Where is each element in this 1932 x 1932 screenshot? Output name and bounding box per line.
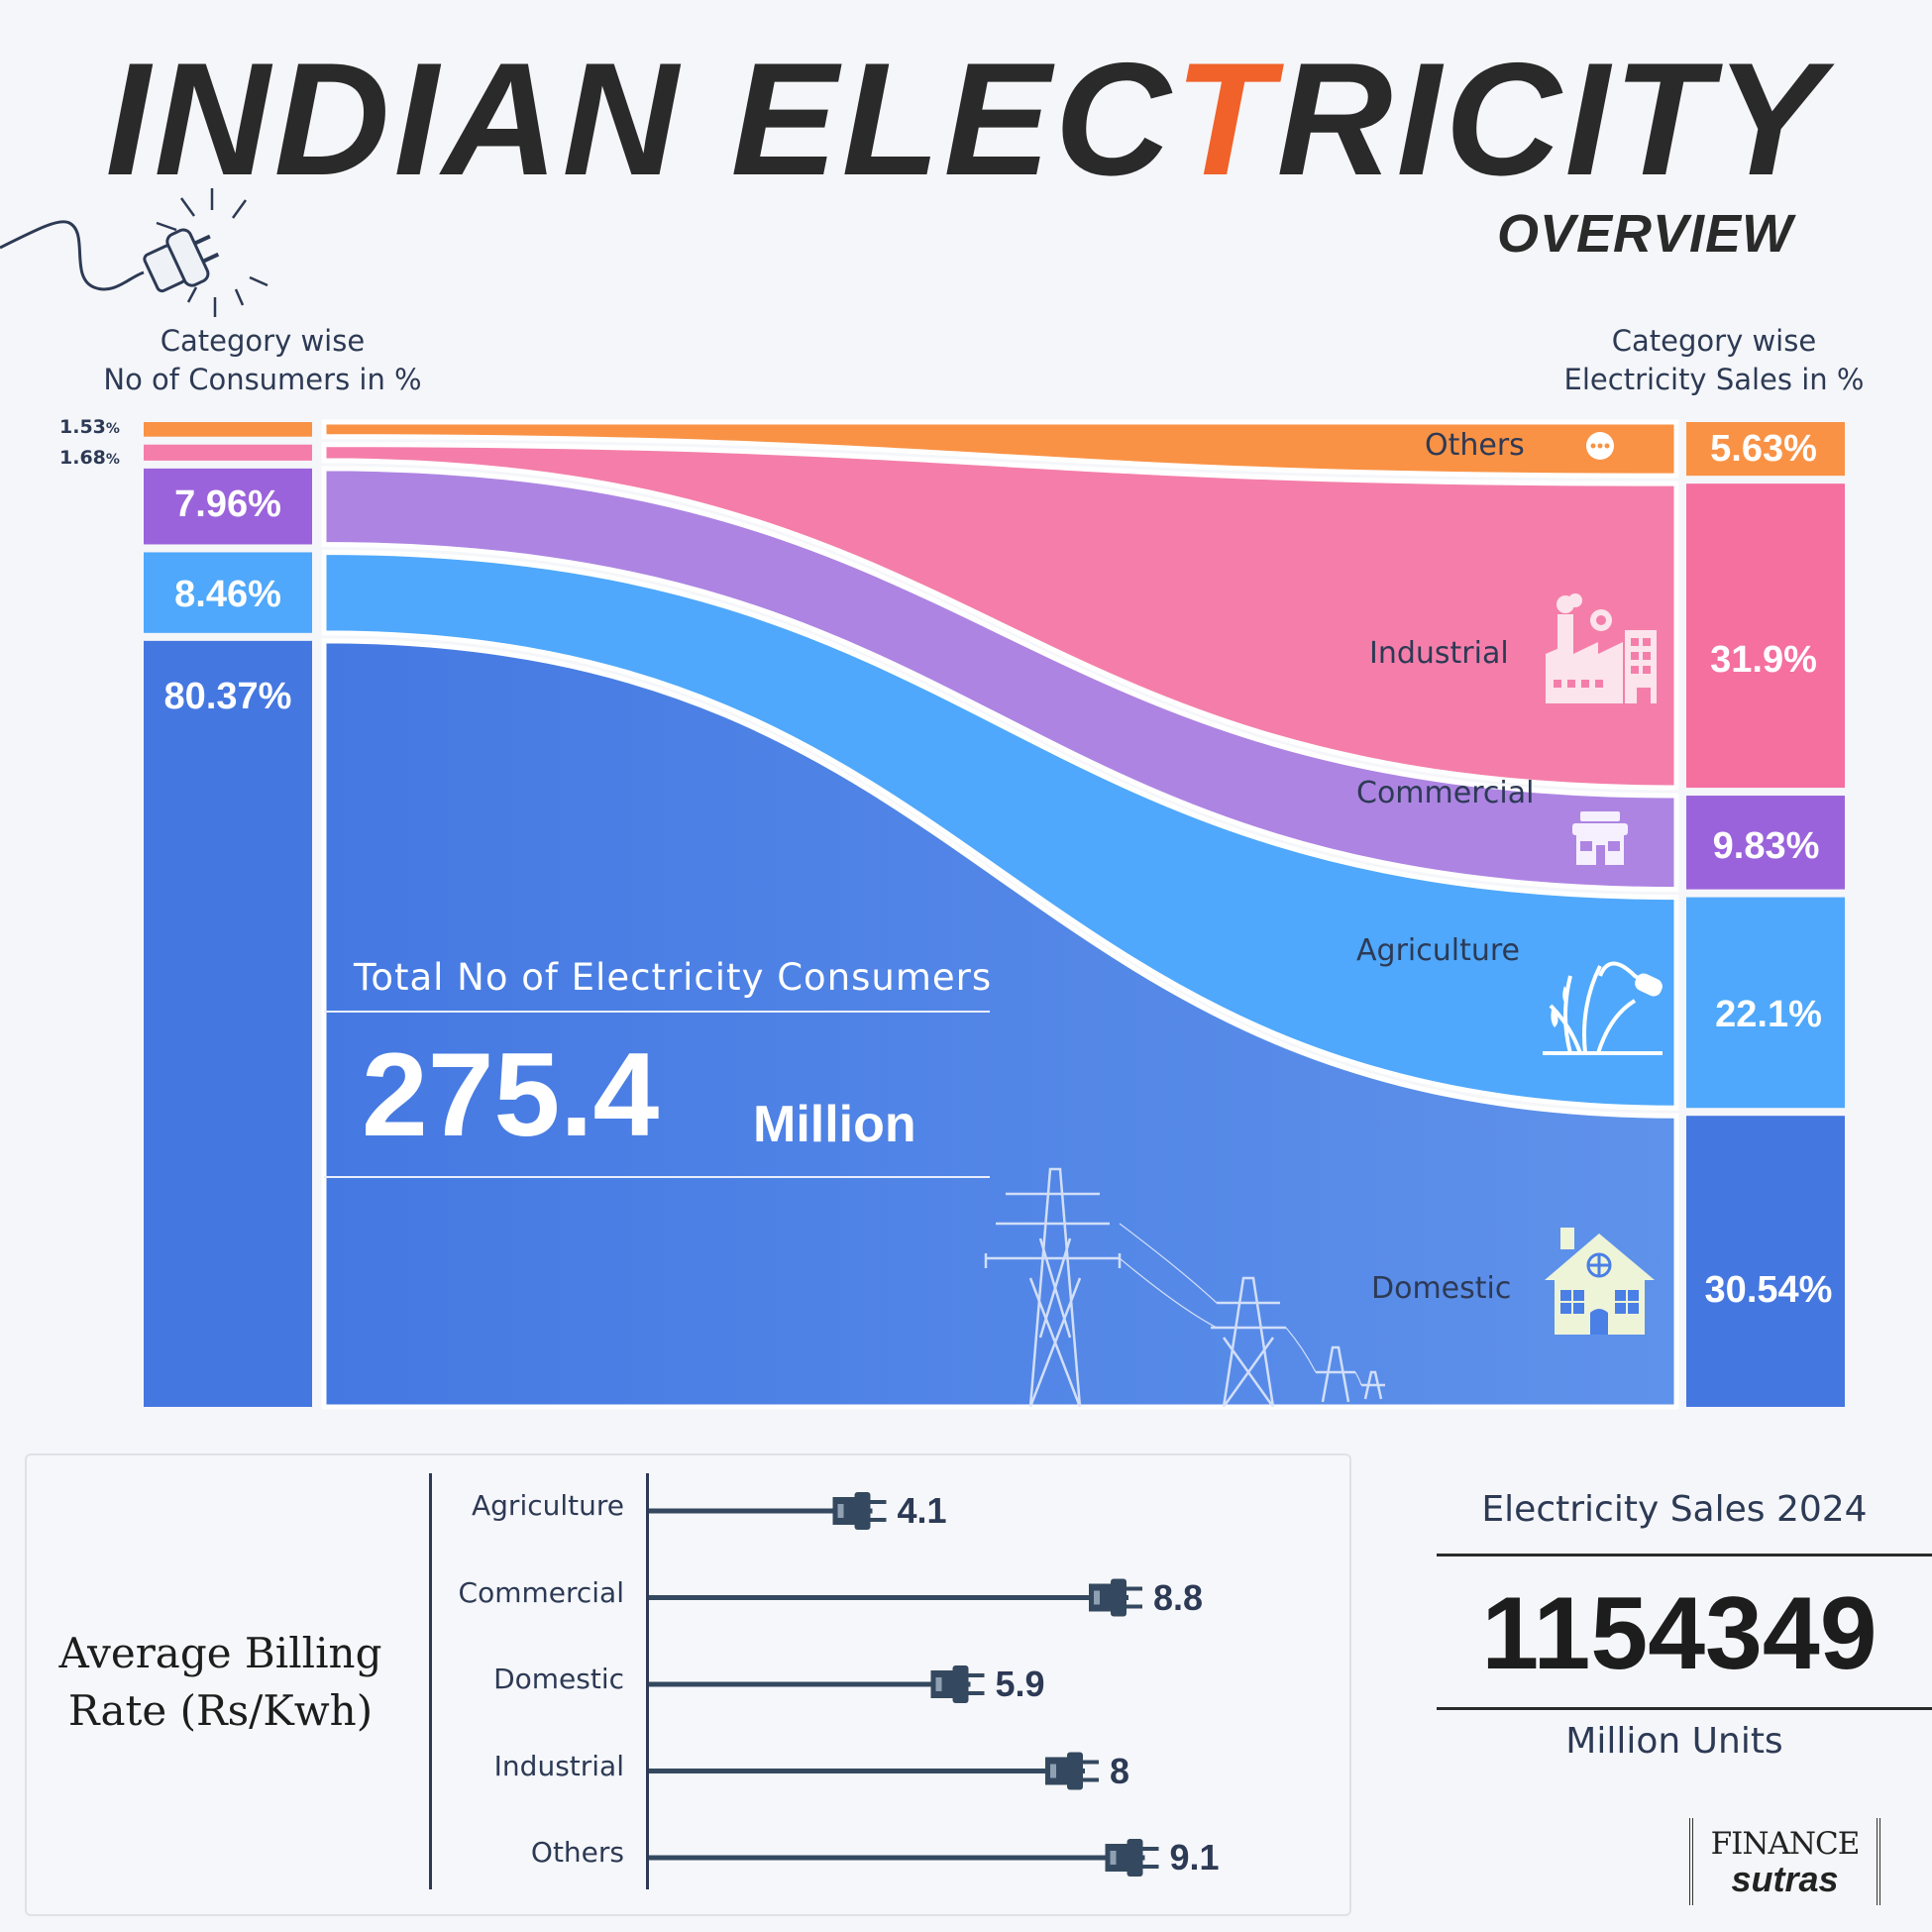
consumers-others-pct-symbol: % [105,421,120,437]
flow-label-commercial: Commercial [1356,776,1535,810]
consumers-heading-line1: Category wise [160,324,366,358]
billing-category-agriculture: Agriculture [472,1489,624,1522]
sales-bar-industrial [1686,483,1845,789]
consumers-industrial-pct-symbol: % [105,452,120,468]
billing-title-line1: Average Billing [58,1629,382,1677]
sales-divider-bottom [1437,1707,1932,1710]
consumers-bar-agriculture [144,552,312,633]
consumers-heading: Category wise No of Consumers in % [79,322,446,399]
total-consumers-value: 275.4 [362,1028,660,1161]
sankey-chart [144,419,1845,1410]
sales-heading: Category wise Electricity Sales in % [1516,322,1912,399]
sales-domestic-pct: 30.54% [1704,1269,1833,1311]
factory-icon [1546,593,1657,703]
sales-heading-line2: Electricity Sales in % [1563,363,1865,396]
billing-axis [646,1473,649,1889]
billing-value-others: 9.1 [1169,1837,1220,1878]
title-bolt-letter: T [1174,30,1277,209]
plug-marker-icon [1105,1839,1159,1877]
billing-value-industrial: 8 [1110,1750,1130,1791]
billing-title: Average Billing Rate (Rs/Kwh) [45,1625,396,1740]
brand-line2: sutras [1731,1859,1839,1899]
billing-value-domestic: 5.9 [995,1664,1045,1704]
consumers-industrial-pct: 1.68% [59,447,120,469]
consumers-others-pct: 1.53% [59,416,120,438]
consumers-bar-domestic [144,640,312,1407]
plug-marker-icon [832,1492,887,1530]
sales-bar-agriculture [1686,897,1845,1109]
house-icon [1545,1228,1655,1335]
flow-agriculture [321,549,1679,1111]
ellipsis-icon [1586,432,1614,460]
total-divider-top [324,1011,990,1013]
sales-commercial-pct: 9.83% [1712,825,1820,867]
title-part-1: INDIAN ELEC [105,30,1175,209]
billing-category-industrial: Industrial [493,1749,624,1782]
total-consumers-label: Total No of Electricity Consumers [354,956,993,999]
sales-2024-value: 1154349 [1481,1576,1878,1691]
consumers-domestic-pct: 80.37% [163,676,292,717]
plug-marker-icon [930,1665,985,1703]
page-subtitle: OVERVIEW [1496,204,1793,264]
sales-others-pct: 5.63% [1710,428,1817,470]
sales-2024-title: Electricity Sales 2024 [1481,1489,1868,1530]
consumers-industrial-pct-value: 1.68 [59,447,106,469]
billing-value-agriculture: 4.1 [897,1490,947,1531]
total-consumers-unit: Million [753,1096,916,1153]
flow-label-industrial: Industrial [1369,636,1509,671]
brand-line1: FINANCE [1710,1826,1861,1862]
billing-title-line2: Rate (Rs/Kwh) [67,1686,374,1735]
total-divider-bottom [324,1176,990,1178]
billing-category-domestic: Domestic [493,1663,624,1695]
brand-logo: FINANCE sutras [1689,1818,1880,1905]
billing-divider [429,1473,432,1889]
plug-marker-icon [1089,1578,1142,1617]
flow-label-domestic: Domestic [1371,1271,1512,1306]
consumers-others-pct-value: 1.53 [59,416,106,438]
billing-chart [649,1492,1159,1877]
plug-icon [0,188,268,317]
consumers-agriculture-pct: 8.46% [174,574,281,615]
sales-2024-unit: Million Units [1565,1721,1783,1762]
plug-marker-icon [1045,1752,1099,1790]
flow-commercial [321,466,1679,893]
shop-icon [1572,811,1628,865]
crop-sprinkler-icon [1543,961,1663,1055]
sales-bar-others [1686,422,1845,477]
consumers-bar-industrial [144,444,312,461]
consumers-commercial-pct: 7.96% [174,483,281,525]
billing-category-others: Others [530,1836,624,1869]
flow-industrial [321,442,1679,791]
sales-heading-line1: Category wise [1611,324,1817,358]
title-part-2: RICITY [1276,30,1827,209]
sales-bar-domestic [1686,1116,1845,1407]
page-title: INDIAN ELECTRICITY [0,40,1932,200]
flow-others [321,419,1679,479]
flow-label-agriculture: Agriculture [1356,933,1520,968]
sales-agriculture-pct: 22.1% [1715,994,1822,1035]
consumers-bar-others [144,422,312,437]
flow-label-others: Others [1425,428,1525,463]
sales-divider-top [1437,1554,1932,1556]
transmission-tower-icon [984,1167,1385,1408]
sales-bar-commercial [1686,796,1845,890]
flow-domestic [321,638,1679,1410]
billing-value-commercial: 8.8 [1153,1576,1204,1618]
consumers-bar-commercial [144,468,312,545]
billing-category-commercial: Commercial [458,1575,624,1609]
consumers-heading-line2: No of Consumers in % [103,363,422,396]
sales-industrial-pct: 31.9% [1710,639,1817,681]
